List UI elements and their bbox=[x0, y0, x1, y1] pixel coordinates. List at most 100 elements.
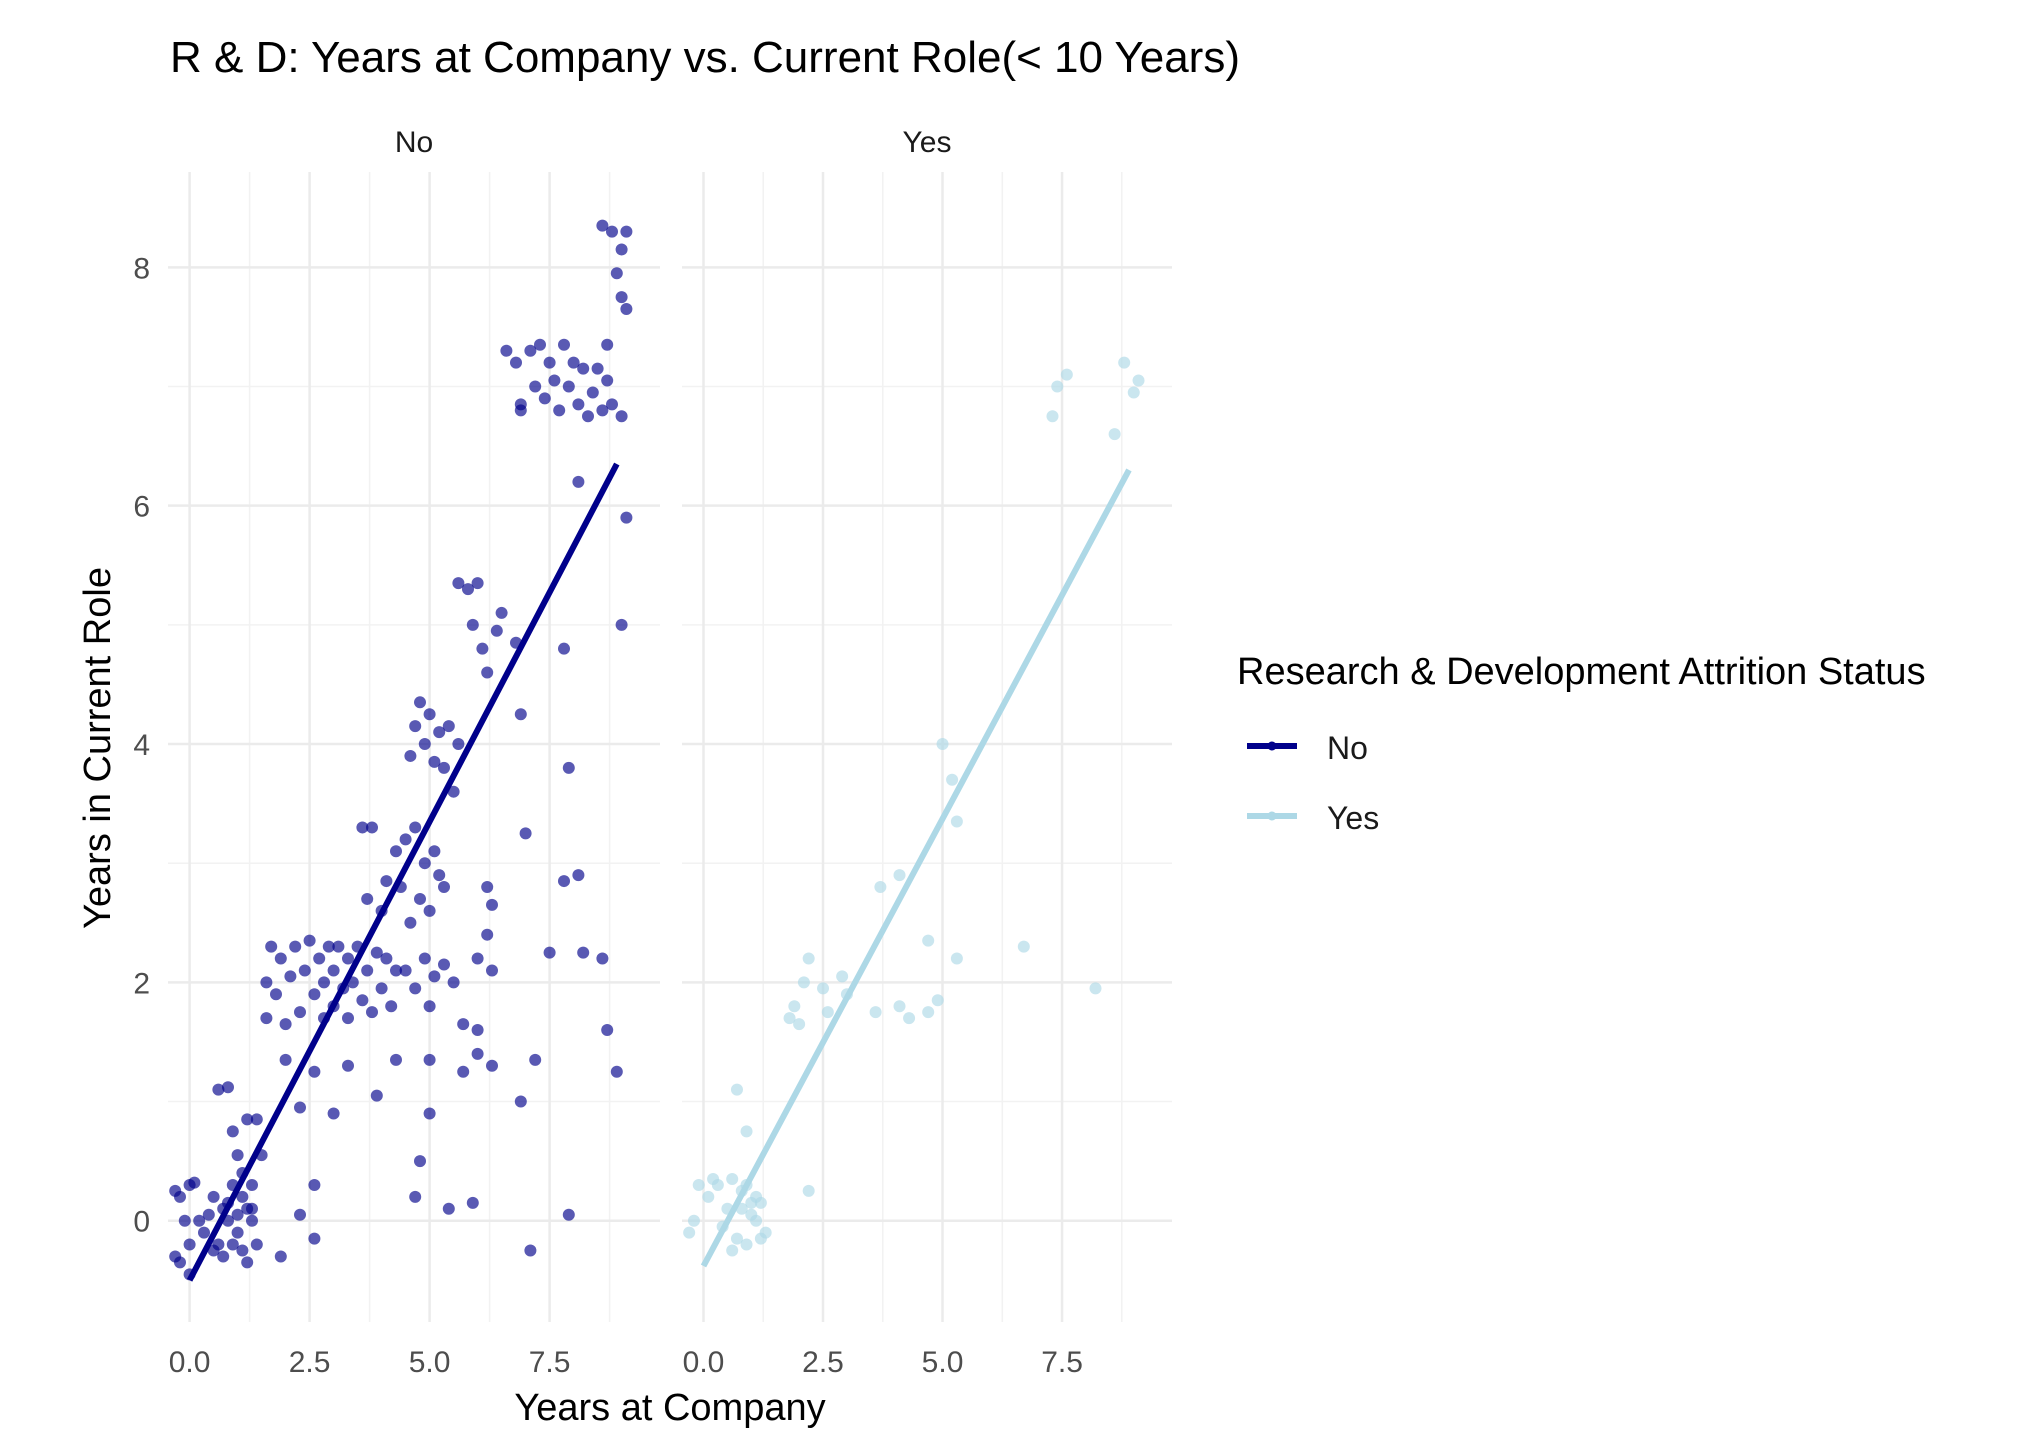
data-point bbox=[226, 1238, 239, 1251]
data-point bbox=[481, 881, 494, 894]
data-point bbox=[606, 225, 618, 238]
data-point bbox=[370, 1089, 383, 1102]
data-point bbox=[270, 988, 282, 1001]
data-point bbox=[514, 398, 527, 411]
data-point bbox=[457, 1018, 470, 1031]
data-point bbox=[730, 1232, 743, 1245]
data-point bbox=[399, 964, 412, 977]
data-point bbox=[342, 1059, 354, 1072]
facet-strip-label-no: No bbox=[395, 126, 433, 159]
data-point bbox=[385, 1000, 398, 1013]
data-point bbox=[442, 1202, 455, 1215]
data-point bbox=[366, 821, 378, 834]
data-point bbox=[332, 940, 345, 953]
data-point bbox=[438, 958, 450, 971]
data-point bbox=[620, 303, 633, 316]
data-point bbox=[931, 994, 944, 1007]
data-point bbox=[726, 1172, 739, 1185]
data-point bbox=[534, 338, 546, 351]
data-point bbox=[514, 708, 527, 721]
data-point bbox=[370, 946, 383, 959]
data-point bbox=[500, 344, 513, 357]
data-point bbox=[308, 1178, 321, 1191]
chart-title: R & D: Years at Company vs. Current Role… bbox=[170, 33, 1240, 82]
data-point bbox=[390, 1053, 402, 1066]
data-point bbox=[711, 1178, 724, 1191]
data-point bbox=[356, 994, 369, 1007]
data-point bbox=[452, 738, 465, 751]
y-tick-label: 0 bbox=[133, 1206, 150, 1239]
data-point bbox=[212, 1238, 225, 1251]
data-point bbox=[802, 1184, 815, 1197]
data-point bbox=[183, 1238, 196, 1251]
data-point bbox=[538, 392, 551, 405]
data-point bbox=[404, 749, 417, 762]
data-point bbox=[1017, 940, 1030, 953]
data-point bbox=[188, 1176, 201, 1189]
data-point bbox=[438, 881, 450, 894]
data-point bbox=[423, 1107, 436, 1120]
data-point bbox=[226, 1125, 239, 1138]
data-point bbox=[726, 1244, 739, 1257]
data-point bbox=[481, 666, 494, 679]
data-point bbox=[462, 583, 474, 596]
data-point bbox=[318, 976, 330, 989]
data-point bbox=[490, 624, 503, 637]
data-point bbox=[250, 1113, 263, 1126]
data-point bbox=[797, 976, 810, 989]
data-point bbox=[217, 1250, 230, 1263]
data-point bbox=[610, 1065, 623, 1078]
data-point bbox=[231, 1226, 244, 1239]
x-tick-label: 7.5 bbox=[1041, 1346, 1083, 1379]
data-point bbox=[414, 696, 426, 709]
facet-panel-no: No bbox=[168, 126, 660, 1322]
data-point bbox=[361, 892, 374, 905]
data-point bbox=[342, 952, 354, 965]
data-point bbox=[750, 1214, 763, 1227]
data-point bbox=[380, 952, 393, 965]
data-point bbox=[361, 964, 374, 977]
data-point bbox=[274, 952, 287, 965]
data-point bbox=[366, 1006, 378, 1019]
data-point bbox=[294, 1101, 306, 1114]
series-no bbox=[169, 219, 633, 1282]
data-point bbox=[529, 1053, 542, 1066]
data-point bbox=[1060, 368, 1073, 381]
data-point bbox=[615, 618, 628, 631]
data-point bbox=[615, 410, 628, 423]
data-point bbox=[471, 1024, 484, 1037]
data-point bbox=[418, 738, 431, 751]
data-point bbox=[817, 982, 830, 995]
trend-line-no bbox=[186, 462, 620, 1282]
data-point bbox=[433, 869, 446, 882]
data-point bbox=[279, 1018, 292, 1031]
data-point bbox=[950, 952, 963, 965]
data-point bbox=[596, 952, 609, 965]
data-point bbox=[683, 1226, 696, 1239]
data-point bbox=[519, 827, 532, 840]
data-point bbox=[922, 934, 935, 947]
data-point bbox=[730, 1083, 743, 1096]
data-point bbox=[558, 642, 570, 655]
legend-key-point-yes bbox=[1267, 811, 1277, 821]
data-point bbox=[543, 356, 556, 369]
data-point bbox=[601, 1024, 614, 1037]
trend-line-yes bbox=[700, 468, 1132, 1268]
legend-title: Research & Development Attrition Status bbox=[1237, 651, 1926, 693]
data-point bbox=[687, 1214, 700, 1227]
data-point bbox=[821, 1006, 834, 1019]
data-point bbox=[558, 338, 570, 351]
data-point bbox=[428, 845, 441, 858]
data-point bbox=[562, 1208, 575, 1221]
y-tick-label: 8 bbox=[133, 252, 150, 285]
data-point bbox=[922, 1006, 935, 1019]
data-point bbox=[740, 1125, 753, 1138]
data-point bbox=[702, 1190, 715, 1203]
data-point bbox=[298, 964, 311, 977]
data-point bbox=[418, 857, 431, 870]
data-point bbox=[543, 946, 556, 959]
data-point bbox=[759, 1226, 772, 1239]
data-point bbox=[423, 708, 436, 721]
